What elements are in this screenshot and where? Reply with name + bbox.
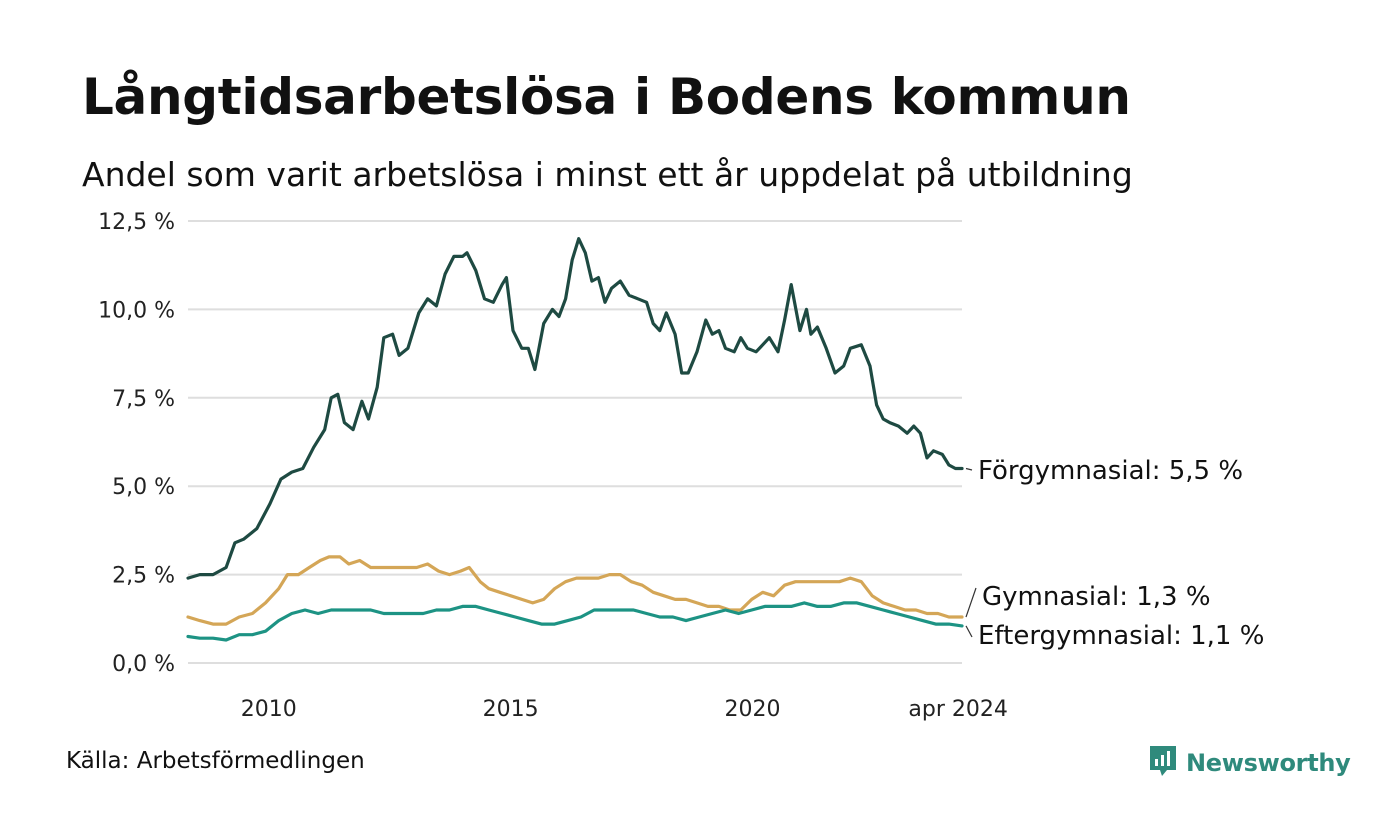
leader-line <box>965 467 973 471</box>
y-axis-ticks: 0,0 % 2,5 % 5,0 % 7,5 % 10,0 % 12,5 % <box>98 210 175 677</box>
source-note: Källa: Arbetsförmedlingen <box>66 748 365 774</box>
series-line-förgymnasial <box>186 237 964 580</box>
y-tick-label: 10,0 % <box>98 298 175 323</box>
series-end-label: Eftergymnasial: 1,1 % <box>978 621 1264 651</box>
bar-chart-logo-icon <box>1148 744 1178 782</box>
brand-logo[interactable]: Newsworthy <box>1148 744 1351 782</box>
x-tick-label: apr 2024 <box>908 697 1007 722</box>
y-tick-label: 5,0 % <box>112 475 175 500</box>
brand-name: Newsworthy <box>1186 749 1351 777</box>
series-end-label: Gymnasial: 1,3 % <box>982 582 1211 612</box>
series-line-gymnasial <box>186 555 964 626</box>
chart-subtitle: Andel som varit arbetslösa i minst ett å… <box>82 155 1133 194</box>
grid-lines <box>188 220 962 664</box>
series-line-eftergymnasial <box>186 601 964 642</box>
series-end-label: Förgymnasial: 5,5 % <box>978 456 1243 486</box>
series-end-labels: Förgymnasial: 5,5 % Gymnasial: 1,3 % Efter… <box>965 456 1264 651</box>
x-tick-label: 2015 <box>483 697 539 722</box>
chart-title: Långtidsarbetslösa i Bodens kommun <box>82 68 1131 126</box>
leader-line <box>965 625 973 638</box>
x-tick-label: 2020 <box>725 697 781 722</box>
y-tick-label: 2,5 % <box>112 564 175 589</box>
line-chart: 0,0 %2,5 %5,0 %7,5 %10,0 %12,5 % 2010 201… <box>98 210 1264 722</box>
y-tick-label: 12,5 % <box>98 210 175 235</box>
x-axis-ticks: 2010 2015 2020 apr 2024 <box>241 697 1008 722</box>
series-lines <box>186 237 964 642</box>
x-tick-label: 2010 <box>241 697 297 722</box>
leader-line <box>965 587 977 618</box>
y-tick-label: 0,0 % <box>112 652 175 677</box>
y-tick-label: 7,5 % <box>112 387 175 412</box>
